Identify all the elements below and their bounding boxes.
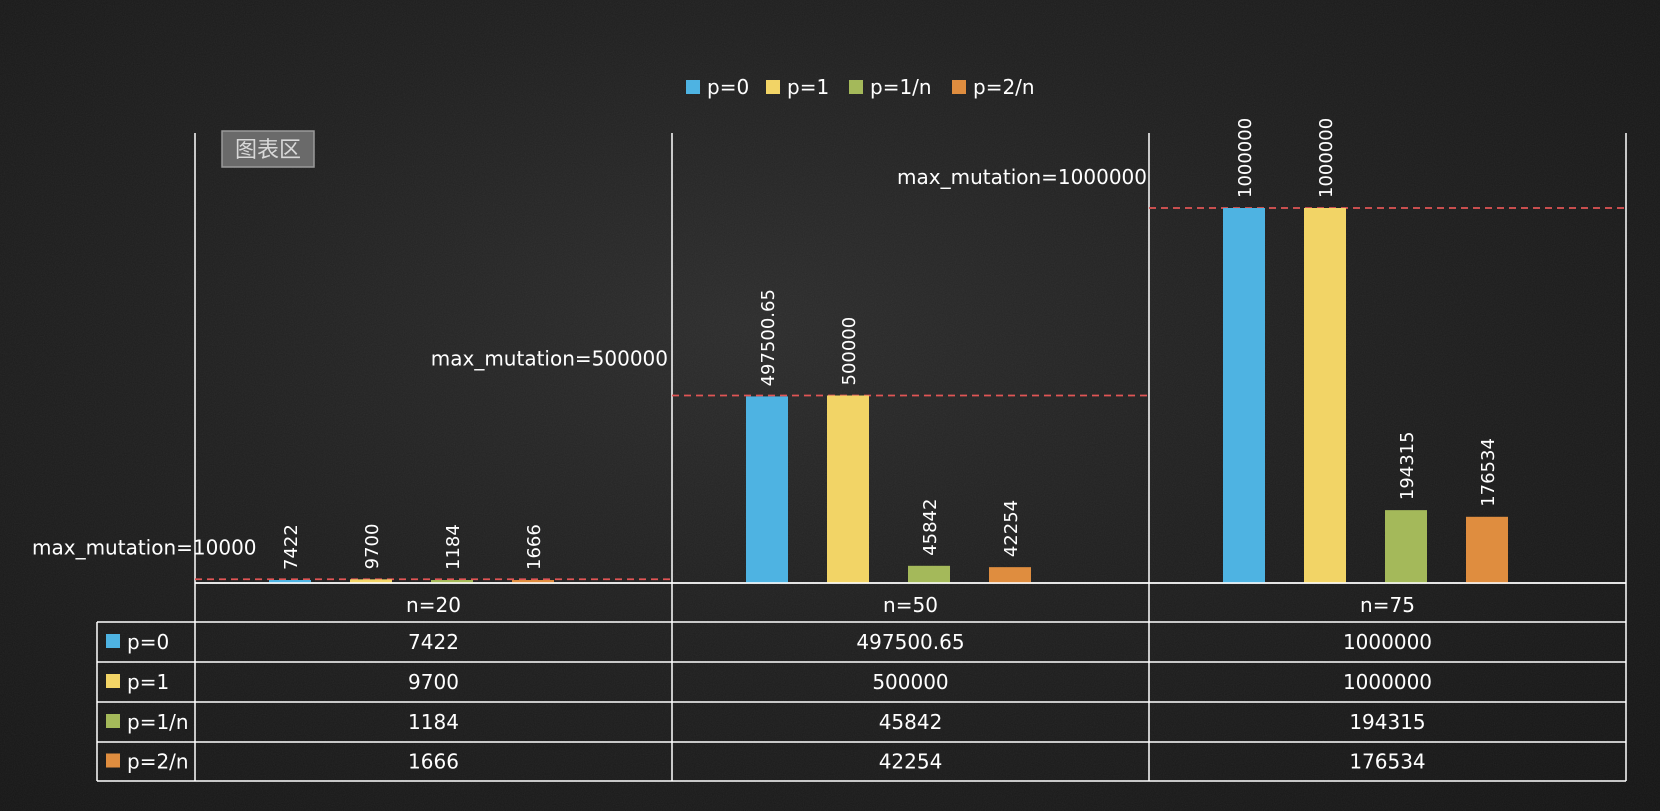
table-row-label: p=0	[127, 630, 169, 654]
legend-label: p=1	[787, 75, 829, 99]
bar-value-label: 1000000	[1235, 118, 1256, 198]
table-cell: 1000000	[1343, 670, 1432, 694]
bar-value-label: 497500.65	[758, 289, 779, 386]
table-row-label: p=1	[127, 670, 169, 694]
bar	[1466, 516, 1508, 583]
bar	[989, 567, 1031, 583]
bar-value-label: 194315	[1397, 431, 1418, 500]
bar	[512, 580, 554, 583]
table-row-label: p=1/n	[127, 710, 189, 734]
bar	[1223, 208, 1265, 583]
bar-value-label: 176534	[1478, 438, 1499, 507]
legend-swatch	[686, 80, 700, 94]
bar	[431, 580, 473, 583]
bar	[350, 579, 392, 583]
reference-line-label: max_mutation=500000	[431, 347, 668, 371]
bar-value-label: 9700	[362, 524, 383, 570]
legend-swatch	[849, 80, 863, 94]
bar-value-label: 1000000	[1316, 118, 1337, 198]
table-legend-swatch	[106, 753, 120, 768]
table-cell: 500000	[872, 670, 948, 694]
legend-label: p=2/n	[973, 75, 1035, 99]
table-row-label: p=2/n	[127, 750, 189, 774]
table-legend-swatch	[106, 634, 120, 648]
bar-value-label: 500000	[839, 317, 860, 386]
table-cell: 7422	[408, 630, 459, 654]
bar	[746, 396, 788, 583]
data-table: n=20 n=50 n=75 p=0 7422 497500.65 1000000 p=1 97…	[96, 582, 1626, 782]
chart-area-tag: 图表区	[221, 130, 315, 168]
legend-swatch	[766, 80, 780, 94]
table-cell: 497500.65	[856, 630, 964, 654]
table-legend-swatch	[106, 714, 120, 728]
bar-value-label: 45842	[920, 499, 941, 556]
table-cell: 194315	[1349, 710, 1425, 734]
bar	[269, 580, 311, 583]
table-cell: 9700	[408, 670, 459, 694]
bar	[827, 395, 869, 583]
table-cell: 1000000	[1343, 630, 1432, 654]
table-header-cell: n=75	[1360, 593, 1415, 617]
reference-line-label: max_mutation=1000000	[897, 165, 1147, 189]
table-legend-swatch	[106, 674, 120, 688]
bar	[1304, 208, 1346, 583]
legend-label: p=1/n	[870, 75, 932, 99]
table-cell: 45842	[879, 710, 943, 734]
table-header-cell: n=50	[883, 593, 938, 617]
table-cell: 1666	[408, 750, 459, 774]
table-header-cell: n=20	[406, 593, 461, 617]
legend-swatch	[952, 80, 966, 94]
legend-label: p=0	[707, 75, 749, 99]
bar	[908, 565, 950, 583]
bar-value-label: 7422	[281, 524, 302, 570]
chart-area-tag-label: 图表区	[235, 138, 301, 163]
bar-value-label: 1666	[524, 524, 545, 570]
bar-value-label: 1184	[443, 524, 464, 570]
bar-value-label: 42254	[1001, 500, 1022, 557]
table-cell: 176534	[1349, 750, 1425, 774]
table-cell: 42254	[879, 750, 943, 774]
bar	[1385, 510, 1427, 583]
legend: p=0 p=1 p=1/n p=2/n	[686, 75, 1035, 99]
table-cell: 1184	[408, 710, 459, 734]
reference-line-label: max_mutation=10000	[32, 535, 257, 559]
